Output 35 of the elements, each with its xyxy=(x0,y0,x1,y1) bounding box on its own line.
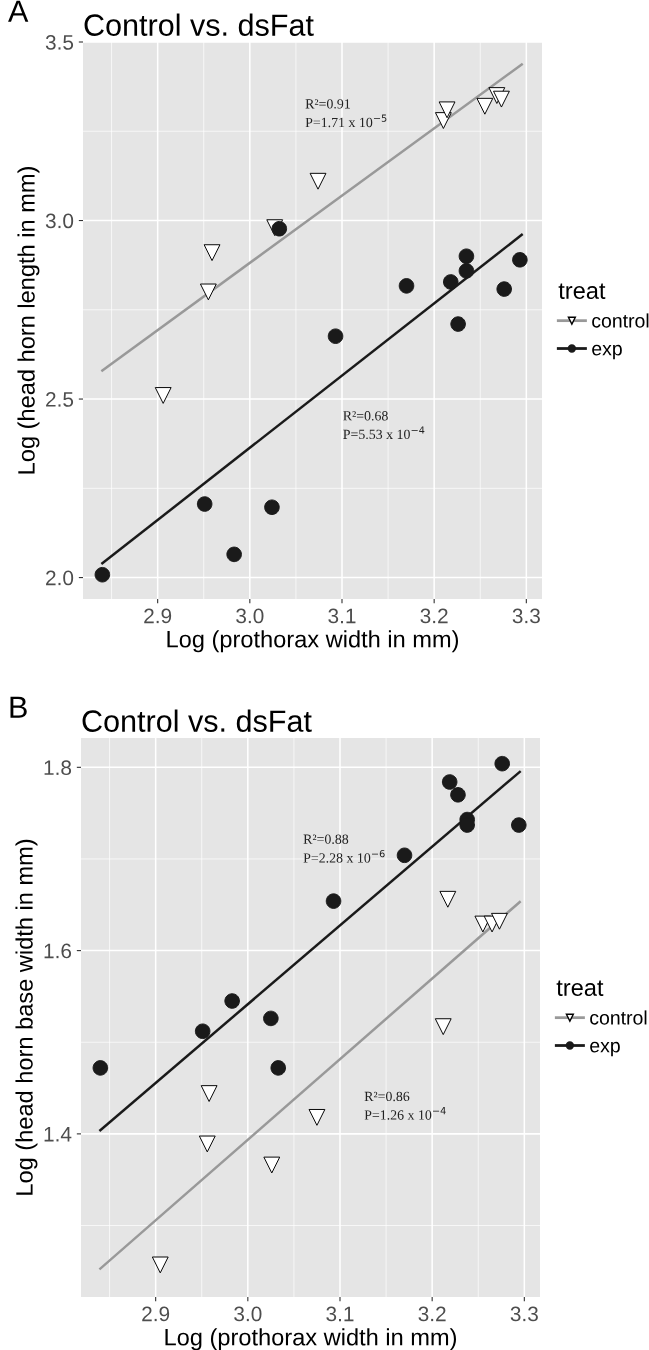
y-axis-title: Log (head horn length in mm) xyxy=(17,167,40,474)
y-tick-label: 3.5 xyxy=(45,35,74,50)
x-tick-label: 3.3 xyxy=(512,608,540,624)
legend-title: treat xyxy=(558,283,606,299)
legend-label: control xyxy=(590,1010,647,1025)
annotation: R²=0.88 P=2.28 x 10$^{−6}$ xyxy=(303,834,385,863)
annotation: R²=0.86 P=1.26 x 10$^{−4}$ xyxy=(364,1091,446,1120)
x-tick-label: 3.2 xyxy=(418,1306,446,1322)
x-axis-title: Log (prothorax width in mm) xyxy=(165,1328,457,1350)
text: B xyxy=(10,696,27,718)
legend-label: control xyxy=(592,313,649,328)
x-tick-label: 3.0 xyxy=(234,1306,262,1322)
x-axis-title: Log (prothorax width in mm) xyxy=(167,630,459,653)
y-axis-title: Log (head horn base width in mm) xyxy=(15,839,38,1195)
chart-title: Control vs. dsFat xyxy=(82,709,312,732)
y-tick-label: 1.6 xyxy=(44,943,72,959)
y-tick-label: 1.8 xyxy=(44,760,72,776)
annotation: R²=0.91 P=1.71 x 10$^{−5}$ xyxy=(305,99,387,128)
x-tick-label: 3.2 xyxy=(420,608,448,624)
x-tick-label: 2.9 xyxy=(144,608,172,624)
chart-title: Control vs. dsFat xyxy=(84,13,314,36)
annotation: R²=0.68 P=5.53 x 10$^{−4}$ xyxy=(343,411,425,440)
x-tick-label: 3.0 xyxy=(236,608,264,624)
y-tick-label: 3.0 xyxy=(45,213,74,229)
legend-label: exp xyxy=(592,344,622,360)
y-tick-label: 1.4 xyxy=(44,1127,72,1142)
y-tick-label: 2.0 xyxy=(46,570,74,586)
y-tick-label: 2.5 xyxy=(46,392,74,407)
x-tick-label: 3.1 xyxy=(326,1306,354,1322)
x-tick-label: 3.1 xyxy=(328,608,356,624)
text: A xyxy=(8,0,29,22)
legend-title: treat xyxy=(556,980,604,996)
x-tick-label: 2.9 xyxy=(142,1306,170,1322)
legend-label: exp xyxy=(590,1041,620,1057)
x-tick-label: 3.3 xyxy=(510,1306,538,1322)
